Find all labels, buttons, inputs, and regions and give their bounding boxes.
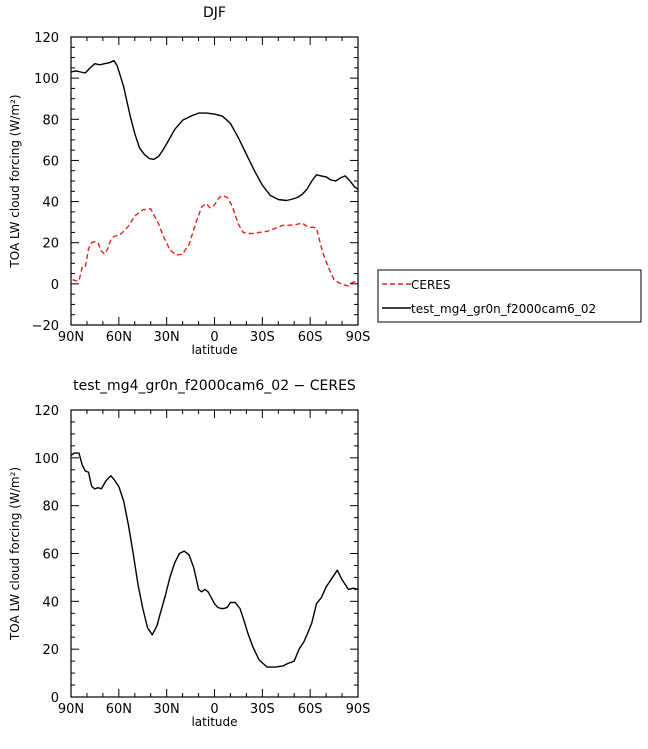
- x-tick-label: 90S: [346, 702, 371, 717]
- y-axis-label: TOA LW cloud forcing (W/m²): [8, 94, 22, 268]
- plot-frame: [70, 36, 359, 326]
- y-tick-label: 80: [42, 113, 59, 128]
- y-tick-label: 80: [42, 500, 59, 515]
- y-axis-label: TOA LW cloud forcing (W/m²): [8, 467, 22, 641]
- x-tick-label: 90S: [346, 330, 371, 345]
- x-tick-label: 0: [210, 330, 218, 345]
- plot-panel-2: test_mg4_gr0n_f2000cam6_02 − CERES 90N 60N…: [8, 378, 370, 729]
- x-tick-label: 30N: [154, 702, 180, 717]
- y-tick-label: −20: [32, 319, 59, 334]
- x-axis-label: latitude: [191, 715, 237, 729]
- x-tick-label: 30N: [154, 330, 180, 345]
- plot-frame: [70, 409, 359, 698]
- y-tick-label: 0: [51, 278, 59, 293]
- legend-label-2: test_mg4_gr0n_f2000cam6_02: [411, 302, 596, 316]
- plot-panel-1: DJF 90N 60N 30N 0 30S 60S 90S −20 0 20 40 60 80 100 120…: [8, 5, 642, 357]
- x-axis-label: latitude: [191, 343, 237, 357]
- legend: CERES test_mg4_gr0n_f2000cam6_02: [377, 269, 642, 323]
- x-tick-label: 60N: [106, 330, 132, 345]
- x-tick-label: 30S: [250, 330, 275, 345]
- chart-title: DJF: [203, 5, 226, 21]
- x-tick-label: 30S: [250, 702, 275, 717]
- x-tick-label: 60S: [298, 702, 323, 717]
- series-line-1: [70, 452, 359, 668]
- y-tick-label: 0: [51, 691, 59, 706]
- series-line-2: [70, 60, 359, 202]
- y-tick-label: 40: [42, 196, 59, 211]
- x-tick-label: 60S: [298, 330, 323, 345]
- chart-title: test_mg4_gr0n_f2000cam6_02 − CERES: [73, 378, 356, 394]
- y-tick-label: 20: [42, 237, 59, 252]
- y-tick-label: 100: [34, 452, 59, 467]
- x-tick-label: 0: [210, 702, 218, 717]
- y-tick-label: 120: [34, 404, 59, 419]
- y-tick-label: 60: [42, 154, 59, 169]
- y-tick-label: 100: [34, 72, 59, 87]
- x-tick-label: 90N: [58, 330, 84, 345]
- y-tick-label: 40: [42, 595, 59, 610]
- x-tick-label: 90N: [58, 702, 84, 717]
- y-tick-label: 120: [34, 31, 59, 46]
- series-line-1: [72, 194, 359, 287]
- legend-label-1: CERES: [411, 278, 451, 292]
- y-tick-label: 60: [42, 548, 59, 563]
- y-tick-label: 20: [42, 643, 59, 658]
- x-tick-label: 60N: [106, 702, 132, 717]
- legend-box: [377, 269, 642, 323]
